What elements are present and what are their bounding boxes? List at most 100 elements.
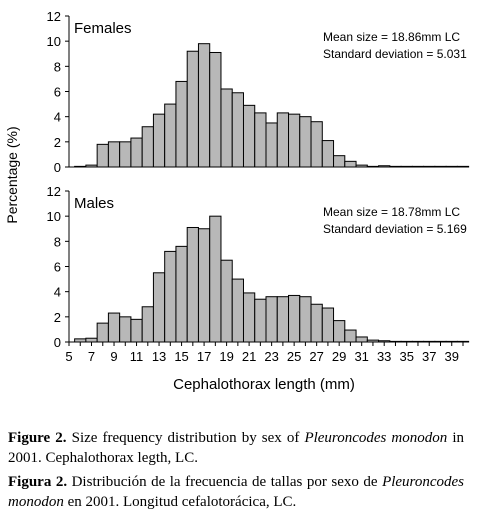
- caption-text: Distribución de la frecuencia de tallas …: [67, 474, 383, 490]
- bar-14mm: [164, 250, 177, 343]
- x-tick-label: 29: [332, 349, 346, 364]
- bar-21mm: [242, 104, 256, 168]
- x-tick-label: 7: [88, 349, 95, 364]
- bar-27mm: [310, 303, 323, 343]
- y-tick-label: 4: [54, 110, 61, 125]
- y-tick-label: 10: [47, 209, 61, 224]
- bar-18mm: [209, 51, 222, 168]
- males-histogram: 0 2 4 6 8 10 12 Males Mean size = 18.78mm LC Stan…: [47, 184, 470, 350]
- x-tick-label: 19: [219, 349, 233, 364]
- x-tick-label: 11: [130, 349, 144, 364]
- bar-19mm: [220, 88, 233, 168]
- bar-29mm: [333, 320, 346, 343]
- species-name: Pleuroncodes monodon: [304, 430, 448, 446]
- size-frequency-figure: 0 2 4 6 8 10 12 Females Mean size = 18.86mm LC St…: [4, 9, 470, 393]
- bar-24mm: [276, 296, 290, 343]
- bar-11mm: [130, 318, 143, 343]
- bar-9mm: [107, 312, 121, 343]
- figure-caption-english: Figure 2. Size frequency distribution by…: [8, 428, 464, 468]
- x-tick-label: 39: [445, 349, 459, 364]
- bar-25mm: [288, 113, 301, 168]
- panel-label: Males: [74, 195, 114, 212]
- y-axis-label: Percentage (%): [4, 126, 20, 223]
- bar-26mm: [299, 116, 312, 168]
- bar-28mm: [321, 140, 335, 168]
- bar-15mm: [175, 245, 188, 343]
- y-tick-label: 10: [47, 34, 61, 49]
- bar-20mm: [231, 92, 244, 168]
- bar-24mm: [276, 112, 290, 168]
- bar-12mm: [141, 126, 154, 168]
- bar-17mm: [197, 228, 211, 343]
- bar-30mm: [344, 329, 357, 343]
- bar-23mm: [265, 296, 278, 343]
- bar-22mm: [254, 298, 267, 343]
- stats-annotation: Mean size = 18.78mm LC: [323, 205, 460, 219]
- bar-26mm: [299, 296, 312, 343]
- x-tick-label: 21: [242, 349, 256, 364]
- x-tick-label: 13: [152, 349, 166, 364]
- bar-21mm: [242, 292, 256, 343]
- bar-10mm: [119, 316, 132, 343]
- y-tick-label: 8: [54, 234, 61, 249]
- bar-8mm: [96, 143, 109, 168]
- bar-9mm: [107, 141, 121, 168]
- bar-16mm: [186, 226, 199, 343]
- y-tick-label: 0: [54, 160, 61, 175]
- bar-29mm: [333, 155, 346, 168]
- y-tick-label: 6: [54, 260, 61, 275]
- bar-25mm: [288, 294, 301, 343]
- x-tick-label: 25: [287, 349, 301, 364]
- y-tick-label: 12: [47, 9, 61, 24]
- bar-16mm: [186, 50, 199, 168]
- caption-text: en 2001. Longitud cefalotorácica, LC.: [63, 494, 297, 510]
- y-tick-label: 12: [47, 184, 61, 199]
- bar-30mm: [344, 160, 357, 168]
- x-tick-label: 17: [197, 349, 211, 364]
- bar-20mm: [231, 278, 244, 343]
- bar-27mm: [310, 121, 323, 168]
- caption-label: Figure 2.: [8, 430, 67, 446]
- x-tick-label: 31: [354, 349, 368, 364]
- stats-annotation: Standard deviation = 5.169: [323, 222, 467, 236]
- bar-19mm: [220, 259, 233, 343]
- caption-text: in 2001. Cephalothorax legth, LC.: [8, 430, 464, 466]
- bar-17mm: [197, 43, 211, 168]
- y-tick-label: 0: [54, 335, 61, 350]
- bar-11mm: [130, 137, 143, 168]
- x-tick-label: 37: [422, 349, 436, 364]
- x-tick-label: 5: [65, 349, 72, 364]
- x-axis-label: Cephalothorax length (mm): [173, 376, 355, 393]
- bar-12mm: [141, 306, 154, 343]
- bar-7mm: [85, 337, 98, 343]
- y-tick-label: 2: [54, 310, 61, 325]
- bar-31mm: [355, 336, 368, 343]
- caption-text: Size frequency distribution by sex of: [66, 430, 305, 446]
- y-tick-label: 8: [54, 59, 61, 74]
- bar-14mm: [164, 103, 177, 168]
- y-tick-label: 6: [54, 85, 61, 100]
- x-tick-label: 33: [377, 349, 391, 364]
- bar-8mm: [96, 322, 109, 343]
- x-tick-label: 35: [399, 349, 413, 364]
- stats-annotation: Standard deviation = 5.031: [323, 47, 467, 61]
- bar-18mm: [209, 215, 222, 343]
- y-tick-label: 4: [54, 285, 61, 300]
- x-tick-label: 27: [309, 349, 323, 364]
- bar-13mm: [152, 272, 166, 343]
- bar-28mm: [321, 307, 335, 343]
- y-tick-label: 2: [54, 135, 61, 150]
- caption-label: Figura 2.: [8, 474, 68, 490]
- panel-label: Females: [74, 20, 132, 37]
- x-tick-label: 23: [264, 349, 278, 364]
- bar-13mm: [152, 113, 166, 168]
- x-axis: 5 7 9 11 13 15 17 19 21 23 25 27 29 31 33 35 37 39: [65, 342, 464, 364]
- bar-10mm: [119, 141, 132, 168]
- figure-caption-spanish: Figura 2. Distribución de la frecuencia …: [8, 472, 464, 512]
- bar-15mm: [175, 80, 188, 168]
- stats-annotation: Mean size = 18.86mm LC: [323, 30, 460, 44]
- x-tick-label: 9: [110, 349, 117, 364]
- bar-22mm: [254, 112, 267, 168]
- x-tick-label: 15: [174, 349, 188, 364]
- bar-23mm: [265, 122, 278, 168]
